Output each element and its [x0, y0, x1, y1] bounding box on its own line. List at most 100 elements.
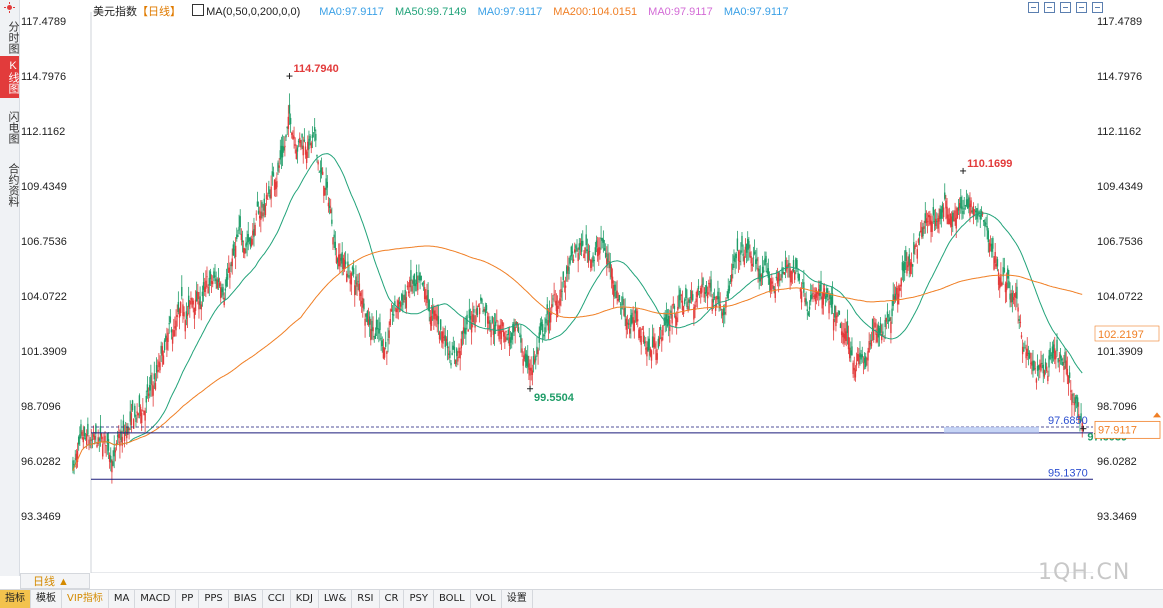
candle-body — [505, 330, 507, 333]
candle-body — [1047, 375, 1049, 382]
candle-body — [206, 276, 208, 278]
candle-body — [698, 291, 701, 292]
sun-icon — [4, 2, 15, 13]
indicator-tab-11[interactable]: RSI — [352, 590, 380, 608]
indicator-tab-5[interactable]: PP — [176, 590, 200, 608]
candle-body — [404, 289, 406, 301]
candle-body — [102, 444, 104, 457]
candle-body — [531, 370, 534, 375]
indicator-tab-13[interactable]: PSY — [404, 590, 434, 608]
candle-body — [1009, 293, 1011, 300]
candle-body — [932, 207, 935, 216]
candle-body — [1023, 350, 1025, 352]
indicator-tab-16[interactable]: 设置 — [502, 590, 533, 608]
ma-value-1: MA0:97.9117 — [319, 6, 384, 18]
indicator-tab-15[interactable]: VOL — [471, 590, 502, 608]
candle-body — [228, 267, 230, 273]
candle-body — [913, 242, 915, 254]
candle-body — [304, 146, 307, 155]
candle-body — [680, 294, 682, 296]
indicator-tab-7[interactable]: BIAS — [229, 590, 263, 608]
candle-body — [476, 308, 479, 316]
candle-body — [984, 221, 986, 227]
close-icon[interactable] — [1092, 2, 1103, 13]
candle-body — [162, 355, 165, 365]
candle-body — [734, 258, 736, 263]
candle-body — [675, 317, 678, 326]
candle-body — [624, 307, 626, 318]
candle-body — [923, 226, 925, 229]
candle-body — [606, 258, 608, 265]
candle-body — [288, 104, 291, 114]
candle-body — [634, 309, 637, 314]
indicator-tab-8[interactable]: CCI — [263, 590, 291, 608]
candle-body — [275, 182, 277, 189]
ma-settings[interactable]: MA(0,50,0,200,0,0) — [192, 4, 308, 18]
candle-body — [122, 420, 125, 432]
candle-body — [439, 319, 442, 330]
candle-body — [159, 362, 161, 371]
tab-kline[interactable]: K线图 — [0, 56, 19, 98]
candle-body — [366, 311, 369, 323]
candle-body — [583, 253, 585, 259]
candle-body — [458, 347, 460, 354]
tab-contract-info[interactable]: 合约资料 — [7, 163, 19, 207]
candle-body — [848, 347, 851, 359]
candle-body — [426, 295, 428, 303]
candle-body — [755, 259, 757, 264]
candle-body — [764, 258, 766, 266]
candle-body — [261, 202, 263, 208]
candle-body — [862, 362, 865, 364]
zoom-in-icon[interactable] — [1028, 2, 1039, 13]
candle-body — [783, 272, 786, 275]
candle-body — [688, 299, 690, 303]
indicator-tab-14[interactable]: BOLL — [434, 590, 471, 608]
candle-body — [876, 333, 878, 342]
indicator-tab-4[interactable]: MACD — [135, 590, 177, 608]
candle-body — [805, 298, 807, 305]
indicator-tab-10[interactable]: LW& — [319, 590, 353, 608]
candle-body — [168, 323, 170, 325]
candle-body — [756, 258, 758, 262]
grid-icon[interactable] — [1076, 2, 1087, 13]
candle-body — [158, 361, 160, 368]
candle-body — [449, 350, 451, 359]
candle-body — [472, 314, 474, 323]
candle-body — [537, 349, 539, 355]
indicator-tab-0[interactable]: 指标 — [0, 590, 31, 608]
candle-body — [1019, 321, 1022, 324]
fit-icon[interactable] — [1060, 2, 1071, 13]
period-selector[interactable]: 日线 ▲ — [20, 573, 90, 589]
indicator-tab-6[interactable]: PPS — [199, 590, 229, 608]
candle-body — [213, 271, 215, 279]
candle-body — [694, 305, 696, 310]
candle-body — [875, 329, 877, 335]
candle-body — [670, 310, 672, 316]
candle-body — [480, 297, 482, 301]
candle-body — [355, 276, 357, 285]
candle-body — [124, 431, 127, 433]
candle-body — [899, 288, 901, 291]
candle-body — [189, 300, 191, 309]
candle-body — [1004, 283, 1007, 293]
indicator-tab-3[interactable]: MA — [109, 590, 136, 608]
candle-body — [1016, 286, 1018, 299]
candle-body — [104, 435, 106, 443]
candle-body — [474, 315, 476, 328]
indicator-tab-12[interactable]: CR — [380, 590, 405, 608]
indicator-tab-9[interactable]: KDJ — [291, 590, 319, 608]
tab-timeshare[interactable]: 分时图 — [7, 20, 19, 54]
period-label[interactable]: 【日线】 — [137, 6, 181, 18]
candle-body — [695, 298, 697, 303]
candle-body — [1067, 375, 1070, 385]
indicator-tab-2[interactable]: VIP指标 — [62, 590, 109, 608]
candle-body — [947, 214, 949, 224]
candle-body — [869, 342, 871, 345]
tab-flash[interactable]: 闪电图 — [7, 110, 19, 144]
kline-chart[interactable]: 117.4789 117.4789 114.7976 114.7976 112.1162… — [19, 0, 1163, 573]
zoom-out-icon[interactable] — [1044, 2, 1055, 13]
candle-body — [641, 328, 644, 330]
indicator-tab-1[interactable]: 模板 — [31, 590, 62, 608]
candle-body — [761, 266, 764, 279]
candle-body — [154, 382, 157, 390]
